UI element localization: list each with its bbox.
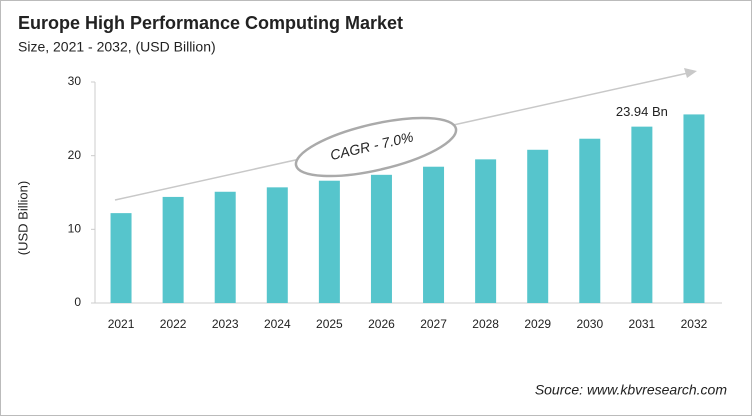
y-tick-label: 30 xyxy=(68,74,82,88)
x-tick-label: 2024 xyxy=(264,317,291,331)
y-tick-label: 10 xyxy=(68,222,82,236)
x-tick-label: 2030 xyxy=(576,317,603,331)
chart-title: Europe High Performance Computing Market xyxy=(18,13,403,33)
y-axis-label: (USD Billion) xyxy=(15,181,30,255)
x-tick-label: 2031 xyxy=(629,317,656,331)
arrow-head xyxy=(684,68,697,78)
x-tick-label: 2029 xyxy=(524,317,551,331)
cagr-ellipse xyxy=(294,116,458,178)
x-tick-label: 2028 xyxy=(472,317,499,331)
bar xyxy=(110,213,132,303)
chart-subtitle: Size, 2021 - 2032, (USD Billion) xyxy=(18,39,216,55)
x-tick-label: 2022 xyxy=(160,317,187,331)
bar xyxy=(370,174,392,303)
bar xyxy=(162,196,184,303)
y-tick-label: 0 xyxy=(74,295,81,309)
x-tick-label: 2032 xyxy=(681,317,708,331)
x-tick-label: 2021 xyxy=(108,317,135,331)
data-label: 23.94 Bn xyxy=(616,104,668,119)
x-tick-label: 2025 xyxy=(316,317,343,331)
bar xyxy=(318,180,340,303)
bar xyxy=(579,138,601,303)
bar xyxy=(266,187,288,303)
bar xyxy=(423,166,445,303)
x-tick-label: 2027 xyxy=(420,317,447,331)
x-tick-label: 2026 xyxy=(368,317,395,331)
x-tick-label: 2023 xyxy=(212,317,239,331)
bar xyxy=(683,114,705,303)
bar xyxy=(214,191,236,303)
y-tick-label: 20 xyxy=(68,148,82,162)
bar xyxy=(631,126,653,303)
bar xyxy=(527,149,549,303)
source: Source: www.kbvresearch.com xyxy=(535,382,728,398)
bar xyxy=(475,159,497,303)
